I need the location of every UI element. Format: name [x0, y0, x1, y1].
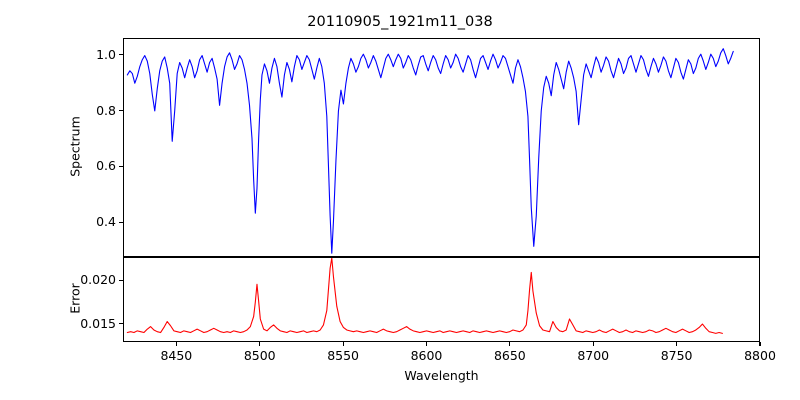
x-tick-label: 8600	[410, 348, 443, 363]
y-tick-mark-error	[119, 279, 123, 281]
x-tick-label: 8500	[243, 348, 276, 363]
y-tick-mark-spectrum	[119, 221, 123, 223]
x-tick-label: 8550	[327, 348, 360, 363]
y-tick-label-spectrum: 0.6	[96, 158, 116, 174]
x-tick-label: 8750	[660, 348, 693, 363]
y-tick-label-spectrum: 0.4	[96, 214, 116, 230]
page-title: 20110905_1921m11_038	[307, 14, 493, 30]
y-tick-mark-spectrum	[119, 109, 123, 112]
x-axis-label: Wavelength	[404, 368, 479, 383]
y-tick-label-error: 0.020	[80, 272, 116, 288]
y-tick-mark-spectrum	[119, 165, 123, 167]
x-tick-mark	[425, 342, 428, 346]
y-tick-label-spectrum: 1.0	[96, 46, 116, 62]
x-tick-mark	[676, 342, 678, 346]
x-tick-label: 8700	[577, 348, 610, 363]
error-line-series	[126, 258, 723, 334]
x-tick-mark	[592, 342, 594, 346]
y-tick-mark-spectrum	[119, 54, 123, 56]
x-tick-mark	[175, 342, 177, 346]
x-tick-mark	[509, 342, 511, 346]
x-tick-mark	[259, 342, 261, 346]
x-tick-label: 8650	[493, 348, 526, 363]
x-tick-mark	[342, 342, 344, 346]
spectrum-line-series	[126, 48, 734, 254]
x-tick-label: 8800	[744, 348, 776, 363]
x-tick-label: 8450	[160, 348, 193, 363]
x-tick-mark	[759, 342, 761, 346]
spectrum-plot-area	[123, 38, 760, 257]
error-plot-area	[123, 257, 760, 342]
y-tick-label-spectrum: 0.8	[96, 102, 116, 118]
y-axis-label-error: Error	[67, 282, 83, 314]
y-tick-label-error: 0.015	[80, 315, 116, 331]
y-tick-mark-error	[119, 323, 123, 325]
